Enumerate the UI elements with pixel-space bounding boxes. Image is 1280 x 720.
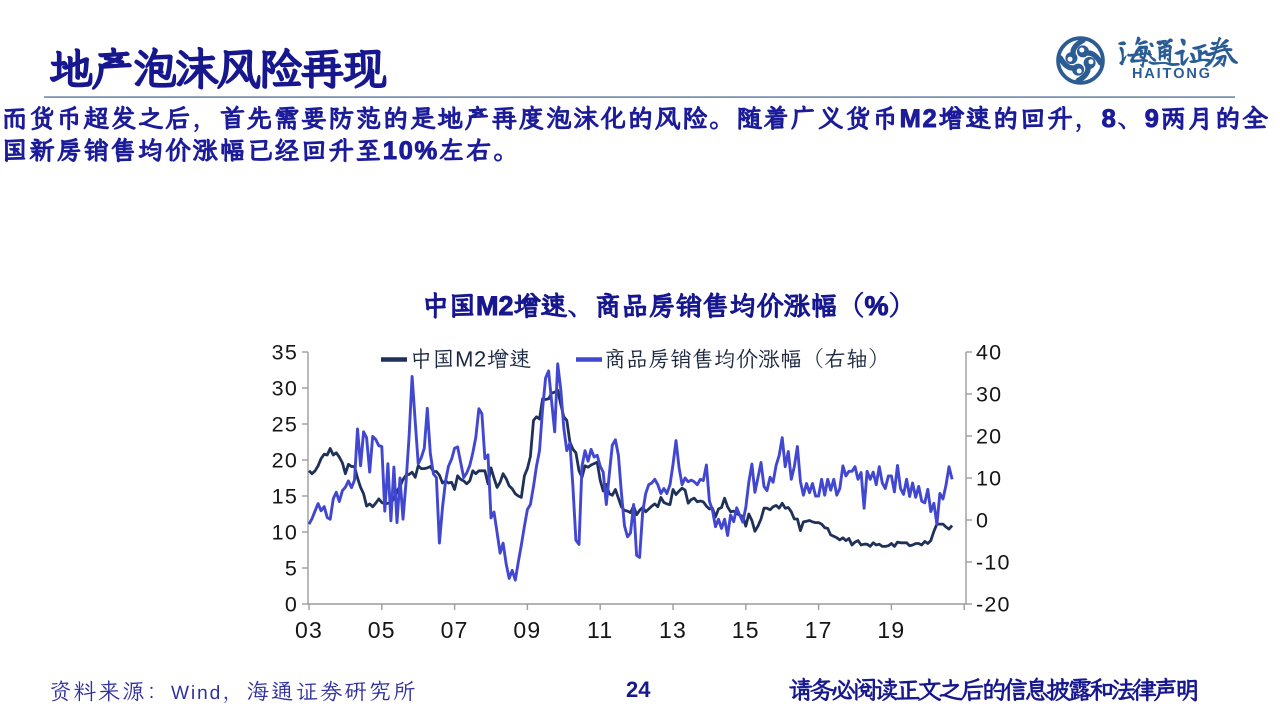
svg-text:13: 13: [659, 617, 687, 643]
svg-text:30: 30: [976, 383, 1002, 407]
svg-text:03: 03: [295, 617, 323, 643]
svg-text:5: 5: [285, 557, 298, 581]
svg-text:0: 0: [285, 593, 298, 617]
svg-text:30: 30: [272, 377, 298, 401]
svg-text:25: 25: [272, 413, 298, 437]
svg-text:19: 19: [877, 617, 905, 643]
svg-text:35: 35: [272, 341, 298, 365]
svg-text:17: 17: [805, 617, 833, 643]
svg-text:10: 10: [976, 467, 1002, 491]
svg-text:-10: -10: [976, 551, 1011, 575]
svg-text:09: 09: [513, 617, 541, 643]
svg-text:20: 20: [272, 449, 298, 473]
svg-text:-20: -20: [976, 593, 1011, 617]
svg-text:05: 05: [368, 617, 396, 643]
svg-text:40: 40: [976, 341, 1002, 365]
svg-text:15: 15: [732, 617, 760, 643]
svg-text:11: 11: [587, 617, 613, 643]
svg-text:24: 24: [626, 677, 651, 702]
svg-text:15: 15: [272, 485, 298, 509]
svg-text:0: 0: [976, 509, 989, 533]
svg-text:10: 10: [272, 521, 298, 545]
svg-text:20: 20: [976, 425, 1002, 449]
svg-text:07: 07: [441, 617, 469, 643]
